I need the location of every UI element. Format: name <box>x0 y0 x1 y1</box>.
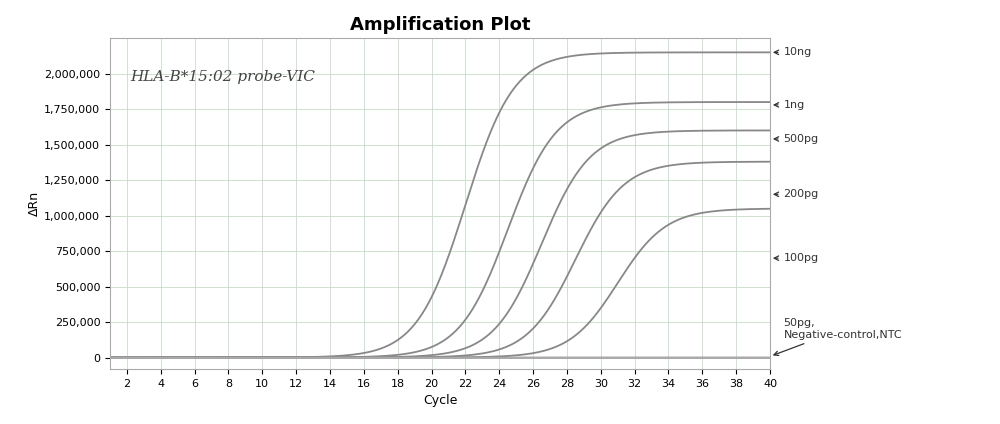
Y-axis label: ΔRn: ΔRn <box>28 191 41 216</box>
Text: HLA-B*15:02 probe-VIC: HLA-B*15:02 probe-VIC <box>130 70 315 84</box>
Text: 10ng: 10ng <box>774 47 812 57</box>
Text: 200pg: 200pg <box>774 189 819 199</box>
Text: 50pg,
Negative-control,NTC: 50pg, Negative-control,NTC <box>774 318 902 355</box>
Title: Amplification Plot: Amplification Plot <box>350 16 530 34</box>
Text: 500pg: 500pg <box>774 134 819 144</box>
X-axis label: Cycle: Cycle <box>423 394 457 407</box>
Text: 100pg: 100pg <box>774 253 819 263</box>
Text: 1ng: 1ng <box>774 100 805 110</box>
